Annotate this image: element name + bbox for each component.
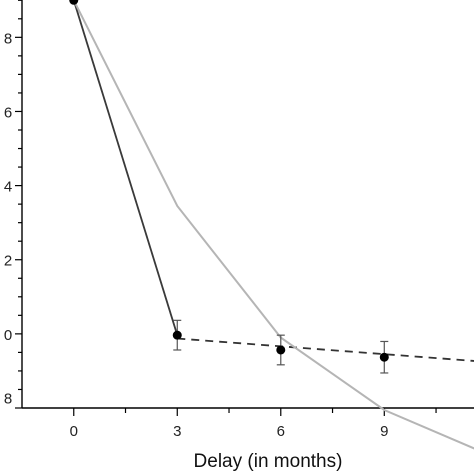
data-point: [172, 330, 182, 340]
data-point: [379, 352, 389, 362]
y-tick-label: 8: [4, 391, 12, 408]
chart-marks: [69, 0, 474, 450]
x-tick-label: 9: [380, 423, 388, 440]
y-tick-label: 8: [4, 30, 12, 47]
data-point: [69, 0, 79, 5]
x-tick-label: 3: [173, 423, 181, 440]
series-line-dashed: [177, 337, 474, 362]
axes: 8 0 2 4 6 8 0 3 6 9: [4, 0, 474, 440]
series-line-solid-dark: [72, 0, 179, 336]
y-tick-label: 0: [4, 327, 12, 344]
x-tick-label: 6: [277, 423, 285, 440]
x-axis-title: Delay (in months): [194, 451, 343, 472]
y-tick-label: 2: [4, 253, 12, 270]
x-tick-label: 0: [70, 423, 78, 440]
y-tick-label: 4: [4, 179, 12, 196]
y-tick-label: 6: [4, 104, 12, 121]
data-point: [276, 345, 286, 355]
series-line-solid-gray: [72, 0, 474, 450]
